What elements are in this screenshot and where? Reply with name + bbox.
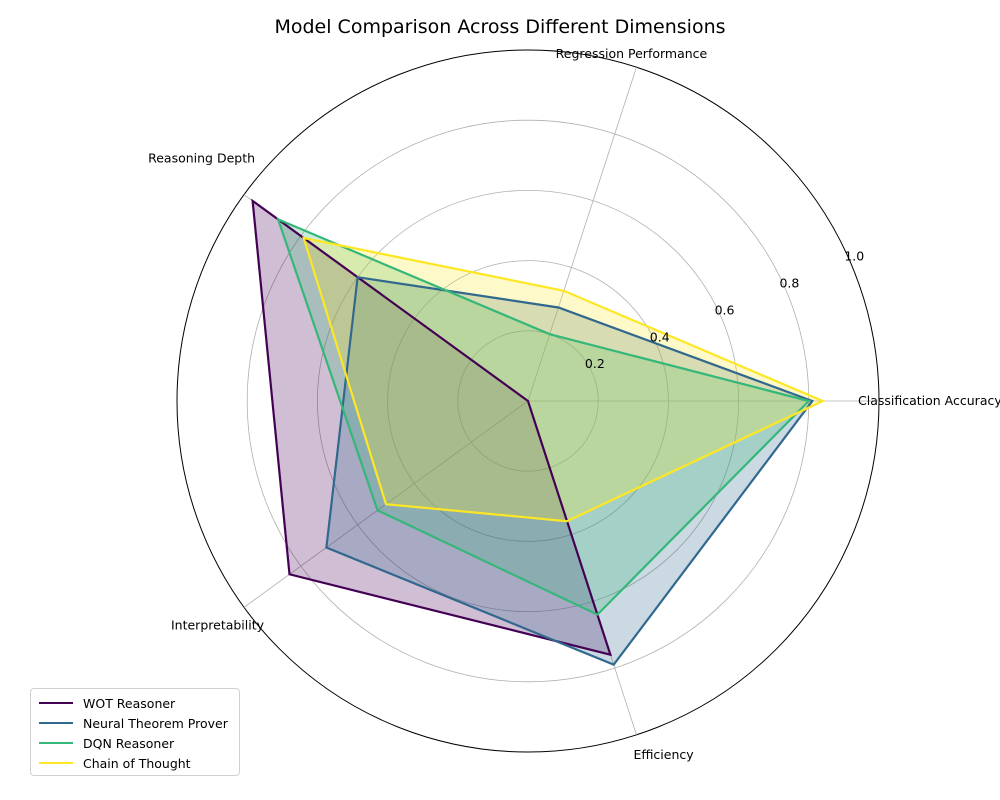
legend-label: WOT Reasoner <box>83 695 176 711</box>
legend-item: Neural Theorem Prover <box>39 713 231 733</box>
legend-label: Chain of Thought <box>83 755 191 771</box>
series-layer <box>251 198 826 667</box>
series-line <box>302 236 826 523</box>
axis-label: Reasoning Depth <box>148 151 255 166</box>
series-fill <box>252 200 611 655</box>
series-fill <box>326 277 813 665</box>
legend-item: WOT Reasoner <box>39 693 231 713</box>
r-tick-label: 0.4 <box>650 329 670 344</box>
r-tick-label: 0.6 <box>715 302 735 317</box>
series-fill <box>303 238 823 522</box>
legend-label: DQN Reasoner <box>83 735 175 751</box>
axis-label: Classification Accuracy <box>858 393 1000 408</box>
legend-swatch <box>39 762 73 764</box>
label-layer: 0.2 0.4 0.6 0.8 1.0 Classification Accuracy Re… <box>148 46 1000 762</box>
r-tick-label: 0.2 <box>585 356 605 371</box>
r-tick-label: 1.0 <box>844 249 864 264</box>
legend-item: DQN Reasoner <box>39 733 231 753</box>
chart-title: Model Comparison Across Different Dimens… <box>274 16 725 38</box>
series-line <box>276 217 811 616</box>
series-line <box>251 198 613 657</box>
legend-label: Neural Theorem Prover <box>83 715 228 731</box>
series-line <box>325 275 815 667</box>
legend-item: Chain of Thought <box>39 753 231 773</box>
axis-label: Efficiency <box>633 747 694 762</box>
legend-swatch <box>39 702 73 704</box>
series-fill <box>278 219 809 615</box>
r-tick-label: 0.8 <box>779 276 799 291</box>
legend-swatch <box>39 722 73 724</box>
axis-label: Regression Performance <box>556 46 708 61</box>
legend: WOT Reasoner Neural Theorem Prover DQN Rea… <box>30 688 240 776</box>
legend-swatch <box>39 742 73 744</box>
spoke-line <box>527 67 637 402</box>
axis-label: Interpretability <box>171 617 265 632</box>
